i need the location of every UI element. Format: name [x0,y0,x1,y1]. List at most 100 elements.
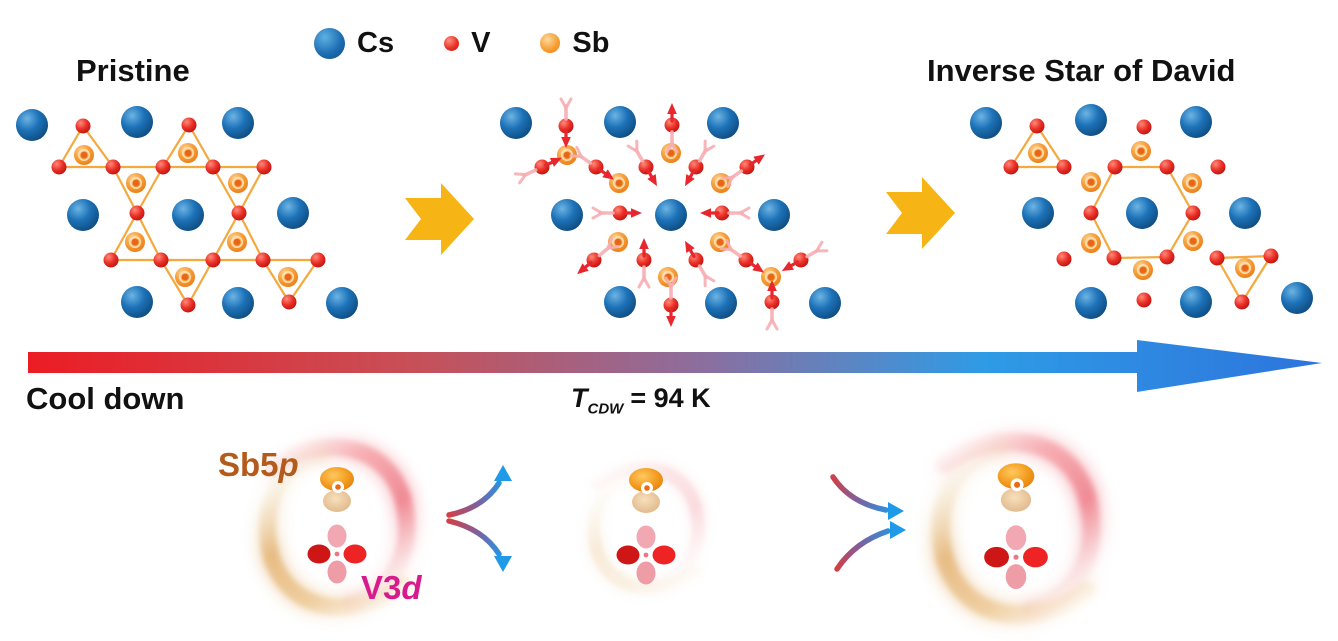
sb-atom-core [667,149,675,157]
sb-atom-core [615,179,623,187]
sb-atom-core [1139,266,1147,274]
sb5p-label: Sb5p [218,446,299,484]
v-v-bond [162,124,190,168]
displacement-tail [597,245,612,258]
v-atom [1107,159,1123,175]
sb-atom [1081,172,1101,192]
v-v-bond [238,212,264,261]
v3d-label: V3d [361,569,422,607]
sb-atom-ring [612,177,625,190]
v-atom [1106,250,1122,266]
sb-atom-core [184,149,192,157]
sb-atom-core [131,238,139,246]
right-arrow-icon [405,183,474,255]
displacement-head [700,208,711,218]
v-atom [205,252,221,268]
cs-atom [707,107,739,139]
v-atom [205,159,221,175]
v-atom [181,117,197,133]
legend: Cs V Sb [314,26,659,60]
displacement-head [667,103,677,114]
displacement-shaft [748,157,760,167]
cs-atom [1180,286,1212,318]
displacement-fork [719,238,734,252]
displacement-head [549,157,562,167]
sb-atom-icon [540,33,561,53]
cs-atom [1229,197,1261,229]
legend-label-sb: Sb [572,27,610,59]
displacement-head [631,208,642,218]
displacement-tail [577,153,593,165]
cs-atom [809,287,841,319]
v-atom [1136,292,1152,308]
displacement-fork [637,274,651,289]
displacement-shaft [544,159,556,167]
v-atom [51,159,67,175]
sb-atom-core [1087,178,1095,186]
displacement-head [602,169,614,180]
v-v-bond [238,166,265,214]
cs-atom [655,199,687,231]
v-v-bond [288,259,319,303]
v-atom [534,159,550,175]
sb-atom [1131,141,1151,161]
cs-atom [222,287,254,319]
sb-atom-core [1034,149,1042,157]
sb5p-label-text: Sb5 [218,446,279,483]
sb-atom [661,143,681,163]
sb-atom [761,267,781,287]
sb-atom [175,267,195,287]
v-atom [588,159,604,175]
displacement-head [577,263,589,275]
sb-atom-ring [232,177,245,190]
sb-atom-ring [78,149,91,162]
displacement-shaft [582,261,593,270]
v-v-bond [1010,125,1038,168]
legend-label-cs: Cs [357,27,395,59]
displacement-fork [626,139,639,155]
legend-item-sb: Sb [540,26,609,60]
v-v-bond [188,124,214,168]
sb-atom-core [716,238,724,246]
sb-atom-core [563,151,571,159]
displacement-fork [736,206,751,220]
displacement-fork [703,272,716,288]
sb-atom-ring [713,236,726,249]
title-pristine: Pristine [76,53,190,88]
cs-atom [222,107,254,139]
v-v-bond [1241,255,1272,303]
sb-atom-core [1189,237,1197,245]
v-v-bond [110,212,138,261]
cs-atom [1281,282,1313,314]
v-atom [1159,159,1175,175]
v-v-bond [82,125,114,168]
v-v-bond [1090,166,1116,214]
v-atom [310,252,326,268]
displacement-shaft [788,260,800,269]
tcdw-label: TCDW = 94 K [571,383,711,417]
legend-label-v: V [471,27,491,59]
sb-atom-core [233,238,241,246]
v-v-bond [1166,166,1194,214]
displacement-head [561,137,571,148]
orbital-middle [594,468,699,588]
cs-atom [1075,104,1107,136]
panel-pristine [16,106,358,319]
legend-item-v: V [444,26,490,60]
sb-atom-core [767,273,775,281]
cs-atom [121,106,153,138]
displacement-head [753,154,765,165]
cs-atom [1075,287,1107,319]
cooldown-label: Cool down [26,381,185,416]
sb-atom-core [234,179,242,187]
displacement-head [752,262,764,273]
sb-atom-core [132,179,140,187]
legend-item-cs: Cs [314,26,394,60]
sb-atom-ring [1186,177,1199,190]
sb-atom-ring [1239,261,1252,274]
v-v-bond [136,166,164,214]
v-v-bond [212,212,240,261]
v3d-label-italic: d [401,569,422,606]
displacement-fork [665,139,679,154]
